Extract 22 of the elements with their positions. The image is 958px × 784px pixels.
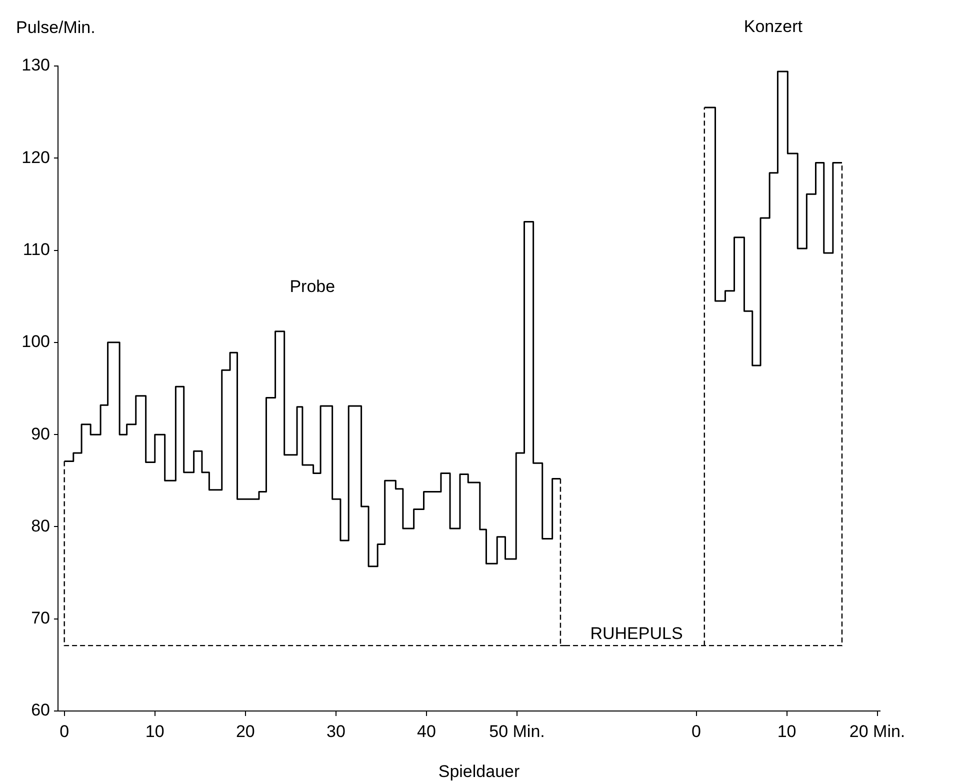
y-tick-label: 90 — [31, 424, 50, 444]
x-tick-label: 30 — [326, 722, 346, 741]
x-tick-label: 20 Min. — [849, 722, 906, 741]
y-tick-label: 120 — [22, 148, 50, 167]
x-tick-label: 10 — [145, 722, 164, 741]
annotation: RUHEPULS — [590, 624, 683, 643]
x-tick-label: 50 Min. — [489, 722, 545, 741]
y-tick-label: 130 — [22, 56, 50, 75]
y-tick-label: 110 — [22, 240, 50, 259]
x-tick-label: 20 — [236, 722, 255, 741]
text: Konzert — [744, 17, 803, 36]
y-axis-title: Pulse/Min. — [16, 18, 96, 38]
y-tick-label: 80 — [31, 516, 50, 536]
y-tick-label: 60 — [31, 700, 50, 720]
y-tick-label: 70 — [31, 608, 50, 628]
y-tick-label: 100 — [22, 332, 50, 352]
x-tick-label: 0 — [692, 722, 701, 741]
x-tick-label: 0 — [60, 722, 70, 741]
text: Probe — [290, 277, 336, 296]
x-tick-label: 10 — [777, 722, 796, 741]
x-tick-label: 40 — [417, 722, 436, 741]
x-axis-title: Spieldauer — [437, 762, 521, 782]
